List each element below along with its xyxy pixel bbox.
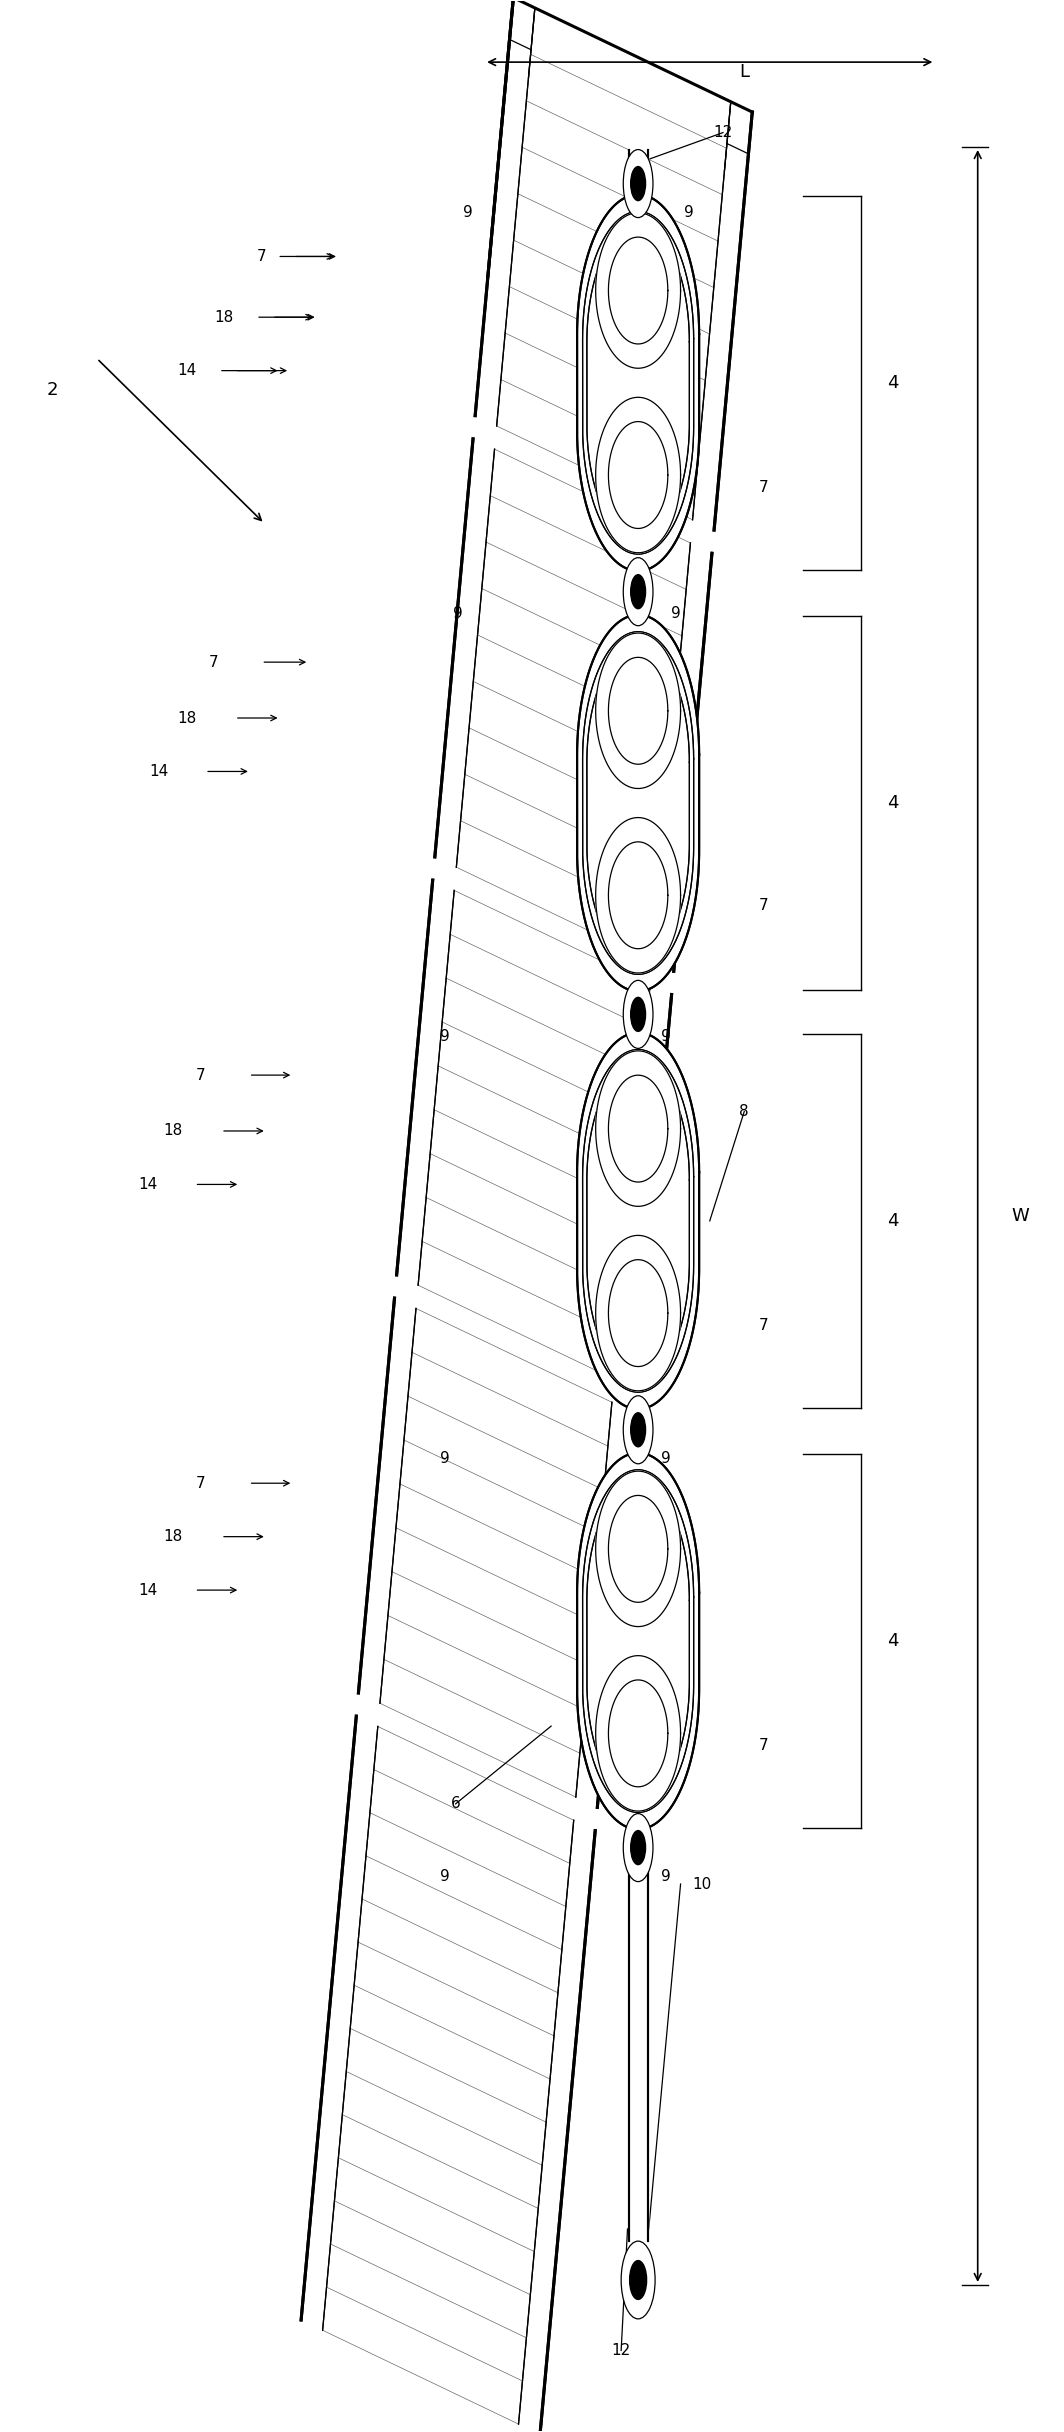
Text: 7: 7 — [196, 1068, 205, 1082]
Circle shape — [631, 997, 646, 1031]
Text: 14: 14 — [138, 1177, 157, 1192]
Text: 9: 9 — [671, 606, 681, 620]
Polygon shape — [377, 1306, 615, 1800]
Text: 9: 9 — [661, 1029, 670, 1043]
Polygon shape — [577, 195, 699, 572]
Polygon shape — [596, 212, 681, 367]
Text: 4: 4 — [887, 1211, 899, 1231]
Polygon shape — [596, 817, 681, 973]
Polygon shape — [596, 396, 681, 552]
Polygon shape — [577, 1034, 699, 1408]
Text: 9: 9 — [453, 606, 463, 620]
Circle shape — [621, 2242, 655, 2318]
Text: 9: 9 — [440, 1029, 450, 1043]
Circle shape — [631, 574, 646, 608]
Circle shape — [624, 557, 653, 625]
Text: 18: 18 — [178, 710, 197, 725]
Polygon shape — [596, 1656, 681, 1812]
Text: 4: 4 — [887, 375, 899, 392]
Circle shape — [624, 1396, 653, 1464]
Text: 7: 7 — [256, 248, 266, 265]
Polygon shape — [596, 1051, 681, 1206]
Text: 18: 18 — [164, 1124, 183, 1138]
Text: 2: 2 — [47, 382, 59, 399]
Circle shape — [631, 1413, 646, 1447]
Text: 9: 9 — [440, 1452, 450, 1466]
Circle shape — [624, 980, 653, 1048]
Text: 18: 18 — [215, 309, 234, 326]
Text: 14: 14 — [149, 764, 168, 778]
Text: 4: 4 — [887, 1632, 899, 1651]
Polygon shape — [415, 888, 653, 1381]
Circle shape — [631, 165, 646, 199]
Text: 14: 14 — [138, 1583, 157, 1598]
Polygon shape — [577, 615, 699, 992]
Text: 12: 12 — [612, 2342, 631, 2359]
Text: 14: 14 — [178, 362, 197, 377]
Polygon shape — [319, 1724, 578, 2425]
Polygon shape — [587, 1063, 689, 1379]
Text: W: W — [1011, 1206, 1029, 1226]
Polygon shape — [596, 632, 681, 788]
Polygon shape — [587, 224, 689, 540]
Text: 9: 9 — [464, 204, 473, 221]
Polygon shape — [587, 644, 689, 961]
Text: 8: 8 — [739, 1104, 749, 1119]
Circle shape — [630, 2262, 647, 2298]
Polygon shape — [596, 1235, 681, 1391]
Text: 18: 18 — [164, 1530, 183, 1544]
Polygon shape — [577, 1452, 699, 1829]
Text: 7: 7 — [759, 1318, 768, 1333]
Text: 12: 12 — [713, 124, 733, 141]
Circle shape — [624, 151, 653, 216]
Text: 9: 9 — [440, 1870, 450, 1885]
Text: 10: 10 — [693, 1878, 712, 1892]
Text: L: L — [739, 63, 749, 80]
Polygon shape — [596, 1471, 681, 1627]
Circle shape — [624, 1814, 653, 1882]
Polygon shape — [453, 447, 694, 963]
Text: 7: 7 — [196, 1476, 205, 1491]
Text: 7: 7 — [759, 1739, 768, 1753]
Text: 6: 6 — [451, 1797, 461, 1812]
Text: 9: 9 — [661, 1452, 670, 1466]
Polygon shape — [493, 7, 734, 520]
Text: 7: 7 — [209, 654, 218, 669]
Text: 7: 7 — [759, 479, 768, 494]
Text: 9: 9 — [661, 1870, 670, 1885]
Text: 4: 4 — [887, 793, 899, 812]
Circle shape — [631, 1831, 646, 1865]
Text: 9: 9 — [684, 204, 694, 221]
Polygon shape — [587, 1484, 689, 1800]
Text: 7: 7 — [759, 897, 768, 912]
